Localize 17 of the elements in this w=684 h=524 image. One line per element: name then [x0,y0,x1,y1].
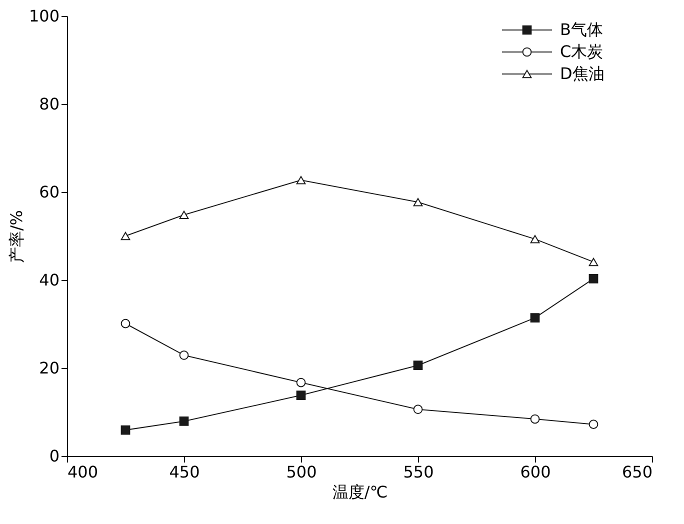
y-tick-label: 0 [49,446,60,466]
y-axis-title: 产率/% [6,210,26,263]
x-tick-label: 400 [68,462,98,482]
y-tick-label: 40 [39,270,60,290]
x-axis-title: 温度/℃ [332,482,388,502]
y-tick-label: 60 [39,182,60,202]
x-tick-label: 450 [169,462,200,482]
legend-label: B气体 [560,20,603,39]
legend-label: C木炭 [560,42,604,61]
x-tick-label: 500 [286,462,317,482]
legend-label: D焦油 [560,64,604,83]
x-tick-label: 600 [520,462,551,482]
x-tick-label: 550 [403,462,434,482]
x-tick-label: 650 [622,462,652,482]
y-tick-label: 80 [39,94,60,114]
y-tick-label: 20 [39,358,60,378]
y-tick-label: 100 [28,6,60,26]
